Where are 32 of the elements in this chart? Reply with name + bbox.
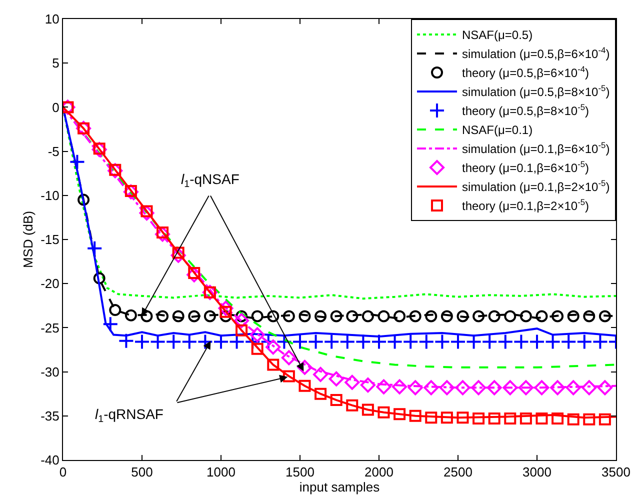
- x-tick-label: 1500: [286, 464, 314, 480]
- y-tick-label: 10: [44, 12, 60, 27]
- y-tick-label: -30: [40, 364, 60, 380]
- y-tick-label: -35: [40, 408, 60, 424]
- legend-label: simulation (μ=0.5,β=8×10$^{-5}$): [462, 83, 610, 100]
- x-tick-label: 3000: [522, 464, 552, 480]
- legend-label: theory (μ=0.5,β=8×10$^{-5}$): [462, 102, 590, 118]
- x-tick-label: 500: [131, 464, 153, 480]
- y-tick-label: -5: [48, 144, 60, 159]
- y-tick-label: 5: [52, 56, 60, 71]
- legend-label: simulation (μ=0.1,β=2×10$^{-5}$): [462, 178, 610, 194]
- y-tick-label: -40: [40, 452, 60, 468]
- y-axis-title: MSD (dB): [20, 210, 36, 268]
- x-tick-label: 2000: [364, 464, 394, 480]
- annotation: l$_{1}$-qRNSAF: [95, 406, 164, 425]
- legend-label: theory (μ=0.1,β=6×10$^{-5}$): [462, 159, 590, 176]
- legend-label: NSAF(μ=0.1): [462, 123, 533, 138]
- y-tick-label: -15: [40, 232, 60, 248]
- legend-label: simulation (μ=0.1,β=6×10$^{-5}$): [462, 140, 610, 156]
- y-tick-label: -25: [40, 320, 60, 336]
- legend-label: theory (μ=0.5,β=6×10$^{-4}$): [462, 64, 590, 80]
- x-axis-title: input samples: [299, 480, 380, 495]
- legend-label: simulation (μ=0.5,β=6×10$^{-4}$): [462, 45, 610, 62]
- x-tick-label: 1000: [206, 464, 236, 480]
- x-tick-label: 3500: [602, 464, 630, 480]
- x-tick-label: 2500: [444, 464, 472, 480]
- y-tick-label: -10: [40, 188, 60, 203]
- y-tick-label: 0: [52, 100, 60, 115]
- y-tick-label: -20: [40, 276, 60, 292]
- annotation: l$_{1}$-qNSAF: [181, 171, 240, 190]
- legend-label: NSAF(μ=0.5): [462, 28, 533, 42]
- legend-label: theory (μ=0.1,β=2×10$^{-5}$): [462, 197, 590, 214]
